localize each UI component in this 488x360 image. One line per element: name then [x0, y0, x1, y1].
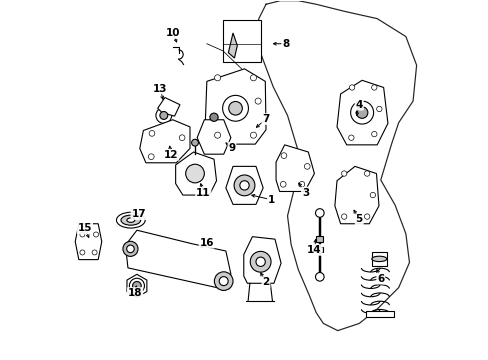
- Polygon shape: [204, 69, 265, 144]
- Ellipse shape: [132, 282, 141, 290]
- Text: 5: 5: [355, 215, 362, 224]
- Ellipse shape: [315, 273, 324, 281]
- Polygon shape: [197, 120, 230, 154]
- Polygon shape: [158, 98, 180, 116]
- Ellipse shape: [116, 212, 145, 228]
- Polygon shape: [225, 166, 263, 204]
- Ellipse shape: [350, 101, 373, 124]
- Ellipse shape: [250, 75, 256, 81]
- Polygon shape: [334, 166, 378, 224]
- Ellipse shape: [234, 175, 254, 196]
- Ellipse shape: [214, 75, 220, 81]
- Ellipse shape: [250, 132, 256, 138]
- Ellipse shape: [179, 135, 184, 140]
- Ellipse shape: [80, 250, 85, 255]
- Bar: [315, 236, 323, 242]
- Text: 1: 1: [267, 195, 274, 205]
- Polygon shape: [140, 120, 190, 163]
- Ellipse shape: [191, 139, 198, 146]
- Ellipse shape: [93, 232, 99, 237]
- Ellipse shape: [228, 102, 242, 115]
- Text: 17: 17: [131, 209, 146, 219]
- Text: 16: 16: [199, 238, 214, 248]
- Text: 2: 2: [262, 277, 269, 287]
- Text: 6: 6: [376, 274, 384, 284]
- Text: 3: 3: [301, 188, 308, 198]
- Ellipse shape: [209, 113, 218, 121]
- Ellipse shape: [148, 154, 154, 159]
- Ellipse shape: [122, 241, 138, 256]
- Text: 13: 13: [153, 84, 167, 94]
- Ellipse shape: [126, 245, 134, 253]
- Ellipse shape: [156, 108, 171, 123]
- Polygon shape: [175, 152, 216, 195]
- Ellipse shape: [214, 272, 233, 291]
- Ellipse shape: [80, 232, 85, 237]
- Ellipse shape: [364, 171, 369, 176]
- Ellipse shape: [255, 98, 261, 104]
- Bar: [371, 252, 386, 266]
- Ellipse shape: [371, 131, 376, 137]
- Ellipse shape: [364, 214, 369, 219]
- Ellipse shape: [371, 85, 376, 90]
- Polygon shape: [244, 237, 281, 283]
- Ellipse shape: [172, 154, 178, 159]
- Polygon shape: [336, 80, 387, 145]
- Ellipse shape: [160, 112, 167, 120]
- Text: 15: 15: [78, 224, 92, 233]
- Polygon shape: [125, 230, 230, 289]
- Ellipse shape: [149, 131, 155, 136]
- Ellipse shape: [126, 218, 135, 222]
- Ellipse shape: [298, 181, 304, 187]
- Ellipse shape: [219, 276, 228, 285]
- Bar: [223, 21, 260, 62]
- Ellipse shape: [214, 132, 220, 138]
- Ellipse shape: [185, 164, 204, 183]
- Ellipse shape: [349, 85, 354, 90]
- Ellipse shape: [348, 135, 353, 140]
- Ellipse shape: [371, 256, 386, 262]
- Ellipse shape: [121, 215, 141, 225]
- Ellipse shape: [280, 181, 285, 187]
- Ellipse shape: [129, 278, 144, 293]
- Ellipse shape: [369, 192, 375, 198]
- Polygon shape: [228, 33, 237, 58]
- Ellipse shape: [315, 209, 324, 217]
- Ellipse shape: [255, 257, 265, 266]
- Ellipse shape: [222, 95, 248, 121]
- Text: 10: 10: [165, 28, 180, 38]
- Ellipse shape: [341, 171, 346, 176]
- Ellipse shape: [281, 153, 286, 158]
- Ellipse shape: [304, 163, 309, 169]
- Text: 18: 18: [128, 288, 142, 298]
- Text: 9: 9: [228, 143, 235, 153]
- Text: 11: 11: [196, 188, 210, 198]
- Ellipse shape: [356, 107, 367, 118]
- Text: 7: 7: [262, 114, 269, 124]
- Text: 14: 14: [306, 245, 321, 255]
- Ellipse shape: [341, 214, 346, 219]
- Ellipse shape: [250, 251, 270, 272]
- Text: 8: 8: [282, 39, 289, 49]
- Ellipse shape: [92, 250, 97, 255]
- Ellipse shape: [239, 181, 249, 190]
- Text: 4: 4: [355, 100, 362, 110]
- Text: 12: 12: [163, 150, 178, 160]
- Polygon shape: [276, 145, 314, 192]
- Bar: [315, 247, 323, 252]
- Bar: [365, 311, 393, 317]
- Ellipse shape: [376, 106, 381, 112]
- Polygon shape: [75, 224, 102, 260]
